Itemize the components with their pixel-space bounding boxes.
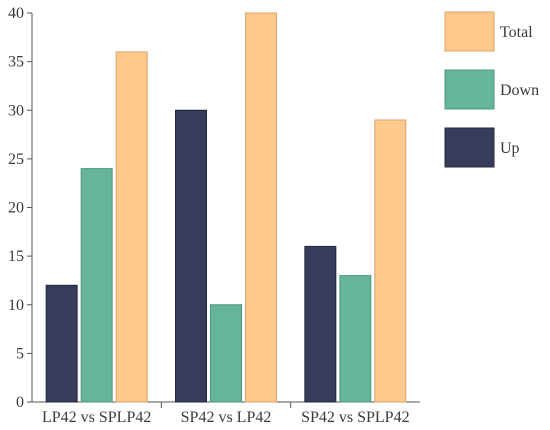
bar-up [304,245,337,403]
y-tick-label: 0 [16,394,24,411]
bar-up [175,109,207,403]
bar-down [80,168,113,403]
y-tick-label: 30 [8,102,24,119]
bar-down [210,304,242,403]
y-tick-label: 20 [8,200,24,217]
bar-down [339,275,372,403]
y-tick-label: 25 [8,151,24,168]
legend-swatch-total [444,11,495,52]
x-category-label: LP42 vs SPLP42 [42,409,151,426]
x-axis: LP42 vs SPLP42 SP42 vs LP42 SP42 vs SPLP42 [32,401,420,426]
bar-total [245,12,277,403]
y-tick-label: 5 [16,345,24,362]
x-category-label: SP42 vs SPLP42 [301,409,410,426]
y-tick-label: 10 [8,297,24,314]
legend-label-up: Up [500,140,520,157]
bars [45,12,407,403]
legend: Total Down Up [444,11,539,168]
bar-up [45,284,78,403]
legend-label-down: Down [500,82,539,99]
x-category-label: SP42 vs LP42 [181,409,272,426]
bar-total [374,119,407,403]
y-axis: 0 5 10 15 20 25 30 35 40 [8,5,33,411]
legend-swatch-up [444,127,495,168]
y-tick-label: 35 [8,54,24,71]
bar-total [115,51,148,403]
legend-label-total: Total [500,24,533,41]
legend-swatch-down [444,69,495,110]
y-tick-label: 40 [8,5,24,22]
y-tick-label: 15 [8,248,24,265]
